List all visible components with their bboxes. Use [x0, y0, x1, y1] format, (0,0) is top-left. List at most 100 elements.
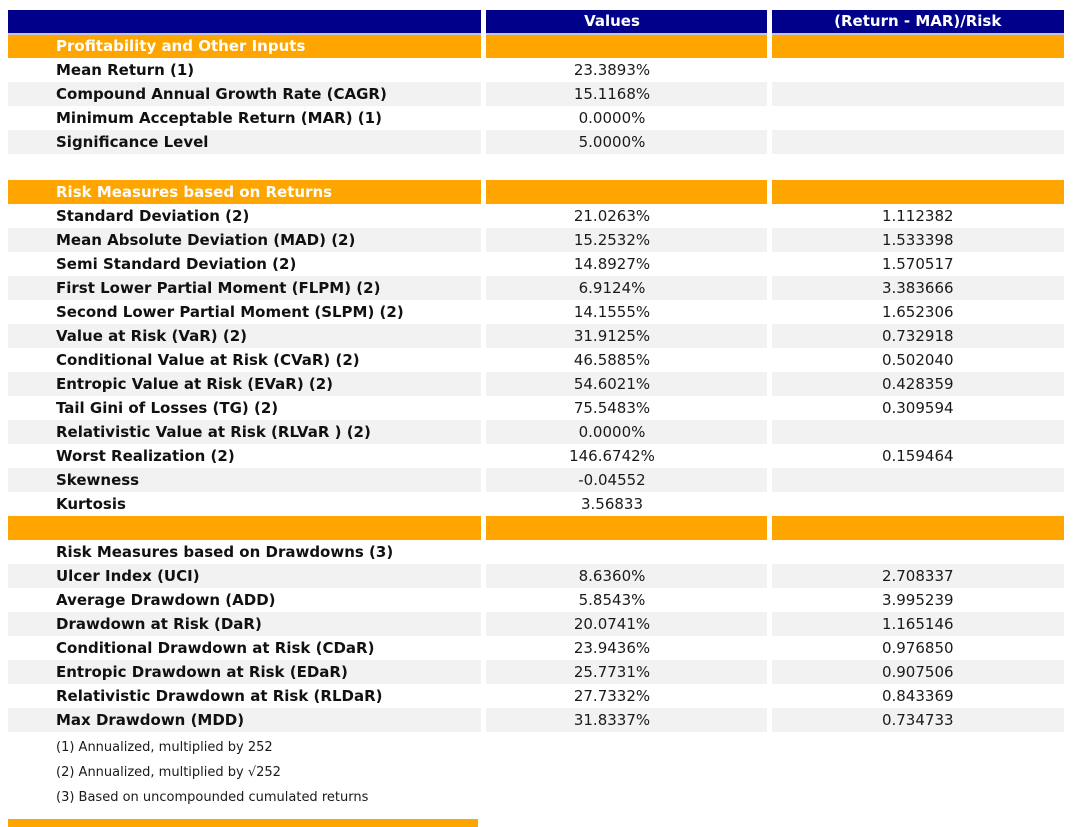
metric-value: 15.2532% [480, 228, 769, 252]
metric-label [8, 516, 483, 540]
metric-value: 0.0000% [480, 420, 769, 444]
table-row: Second Lower Partial Moment (SLPM) (2) 14… [8, 300, 1064, 324]
metric-label: Profitability and Other Inputs [56, 37, 306, 56]
metric-label: Risk Measures based on Drawdowns (3) [8, 540, 483, 564]
table-row: Kurtosis 3.56833 [8, 492, 1064, 516]
risk-adjusted-value: 0.159464 [766, 444, 1064, 468]
risk-adjusted-value: 0.976850 [766, 636, 1064, 660]
table-row: Conditional Drawdown at Risk (CDaR) 23.94… [8, 636, 1064, 660]
clipped-section-bar [8, 819, 478, 827]
table-row: Conditional Value at Risk (CVaR) (2) 46.5… [8, 348, 1064, 372]
section-header-row: Profitability and Other Inputs [8, 34, 1064, 58]
risk-adjusted-value [766, 492, 1064, 516]
metric-value: 27.7332% [480, 684, 769, 708]
risk-adjusted-value: 0.732918 [766, 324, 1064, 348]
risk-adjusted-value: 1.570517 [766, 252, 1064, 276]
table-row: Mean Absolute Deviation (MAD) (2) 15.2532… [8, 228, 1064, 252]
footnote-3: (3) Based on uncompounded cumulated retu… [56, 790, 369, 805]
metric-label: Conditional Drawdown at Risk (CDaR) [56, 638, 375, 657]
footnotes: (1) Annualized, multiplied by 252 (2) Ann… [8, 740, 708, 815]
risk-adjusted-value [766, 516, 1064, 540]
metric-value: 21.0263% [480, 204, 769, 228]
metric-label: Ulcer Index (UCI) [56, 566, 200, 585]
risk-adjusted-value [766, 420, 1064, 444]
table-row: Value at Risk (VaR) (2) 31.9125% 0.732918 [8, 324, 1064, 348]
metric-value: 31.9125% [480, 324, 769, 348]
metric-label: Second Lower Partial Moment (SLPM) (2) [56, 302, 404, 321]
footnote-2: (2) Annualized, multiplied by √252 [56, 765, 281, 780]
metric-value: 75.5483% [480, 396, 769, 420]
risk-adjusted-value: 3.995239 [766, 588, 1064, 612]
risk-adjusted-value [766, 130, 1064, 154]
metric-value [480, 516, 769, 540]
section-header-row [8, 516, 1064, 540]
risk-adjusted-value: 0.734733 [766, 708, 1064, 732]
risk-adjusted-value: 1.533398 [766, 228, 1064, 252]
risk-adjusted-value: 1.652306 [766, 300, 1064, 324]
metric-value: 46.5885% [480, 348, 769, 372]
metric-value: 8.6360% [480, 564, 769, 588]
risk-adjusted-value: 0.843369 [766, 684, 1064, 708]
metric-value [480, 34, 769, 58]
metric-value: 3.56833 [480, 492, 769, 516]
risk-adjusted-value [766, 106, 1064, 130]
metric-label: Compound Annual Growth Rate (CAGR) [56, 84, 387, 103]
metric-label: Kurtosis [56, 494, 126, 513]
table-row: Max Drawdown (MDD) 31.8337% 0.734733 [8, 708, 1064, 732]
table-row: Relativistic Drawdown at Risk (RLDaR) 27.… [8, 684, 1064, 708]
metric-label: Risk Measures based on Returns [56, 182, 333, 201]
table-row: Tail Gini of Losses (TG) (2) 75.5483% 0.30… [8, 396, 1064, 420]
risk-adjusted-value [766, 34, 1064, 58]
footnote-1: (1) Annualized, multiplied by 252 [56, 740, 273, 755]
table-row: Entropic Drawdown at Risk (EDaR) 25.7731%… [8, 660, 1064, 684]
metric-value: 5.8543% [480, 588, 769, 612]
metric-label: Max Drawdown (MDD) [56, 710, 245, 729]
metric-value: -0.04552 [480, 468, 769, 492]
metric-label: Semi Standard Deviation (2) [56, 254, 297, 273]
table-row: Compound Annual Growth Rate (CAGR) 15.116… [8, 82, 1064, 106]
metric-label: Significance Level [56, 132, 209, 151]
table-row: Entropic Value at Risk (EVaR) (2) 54.6021… [8, 372, 1064, 396]
table-row: Minimum Acceptable Return (MAR) (1) 0.000… [8, 106, 1064, 130]
table-row: Drawdown at Risk (DaR) 20.0741% 1.165146 [8, 612, 1064, 636]
metric-value: 6.9124% [480, 276, 769, 300]
table-row: First Lower Partial Moment (FLPM) (2) 6.9… [8, 276, 1064, 300]
table-row: Significance Level 5.0000% [8, 130, 1064, 154]
metric-label: Entropic Drawdown at Risk (EDaR) [56, 662, 348, 681]
metric-label: Conditional Value at Risk (CVaR) (2) [56, 350, 360, 369]
table-row: Worst Realization (2) 146.6742% 0.159464 [8, 444, 1064, 468]
table-row: Mean Return (1) 23.3893% [8, 58, 1064, 82]
header-metric-column [8, 10, 483, 34]
metric-value: 15.1168% [480, 82, 769, 106]
table-row: Ulcer Index (UCI) 8.6360% 2.708337 [8, 564, 1064, 588]
risk-adjusted-value: 3.383666 [766, 276, 1064, 300]
metric-label: Relativistic Drawdown at Risk (RLDaR) [56, 686, 383, 705]
metric-value: 14.1555% [480, 300, 769, 324]
risk-adjusted-value: 0.907506 [766, 660, 1064, 684]
risk-adjusted-value: 1.165146 [766, 612, 1064, 636]
table-row: Semi Standard Deviation (2) 14.8927% 1.570… [8, 252, 1064, 276]
metric-value: 23.3893% [480, 58, 769, 82]
metric-value: 20.0741% [480, 612, 769, 636]
metric-value: 146.6742% [480, 444, 769, 468]
metric-value: 5.0000% [480, 130, 769, 154]
risk-adjusted-value: 0.502040 [766, 348, 1064, 372]
risk-adjusted-value [766, 468, 1064, 492]
metric-label: Average Drawdown (ADD) [56, 590, 276, 609]
metric-label: Minimum Acceptable Return (MAR) (1) [56, 108, 382, 127]
spacer-row [8, 154, 1064, 180]
metric-label: Standard Deviation (2) [56, 206, 250, 225]
risk-metrics-table: Values (Return - MAR)/Risk Profitability… [8, 10, 1064, 732]
metric-label: Drawdown at Risk (DaR) [56, 614, 262, 633]
header-values-column: Values [480, 10, 769, 34]
metric-label [8, 154, 483, 180]
metric-value: 23.9436% [480, 636, 769, 660]
metric-label: Entropic Value at Risk (EVaR) (2) [56, 374, 334, 393]
table-row: Average Drawdown (ADD) 5.8543% 3.995239 [8, 588, 1064, 612]
metric-label: Value at Risk (VaR) (2) [56, 326, 248, 345]
risk-adjusted-value: 0.428359 [766, 372, 1064, 396]
risk-adjusted-value: 0.309594 [766, 396, 1064, 420]
metric-value: 25.7731% [480, 660, 769, 684]
risk-adjusted-value [766, 82, 1064, 106]
